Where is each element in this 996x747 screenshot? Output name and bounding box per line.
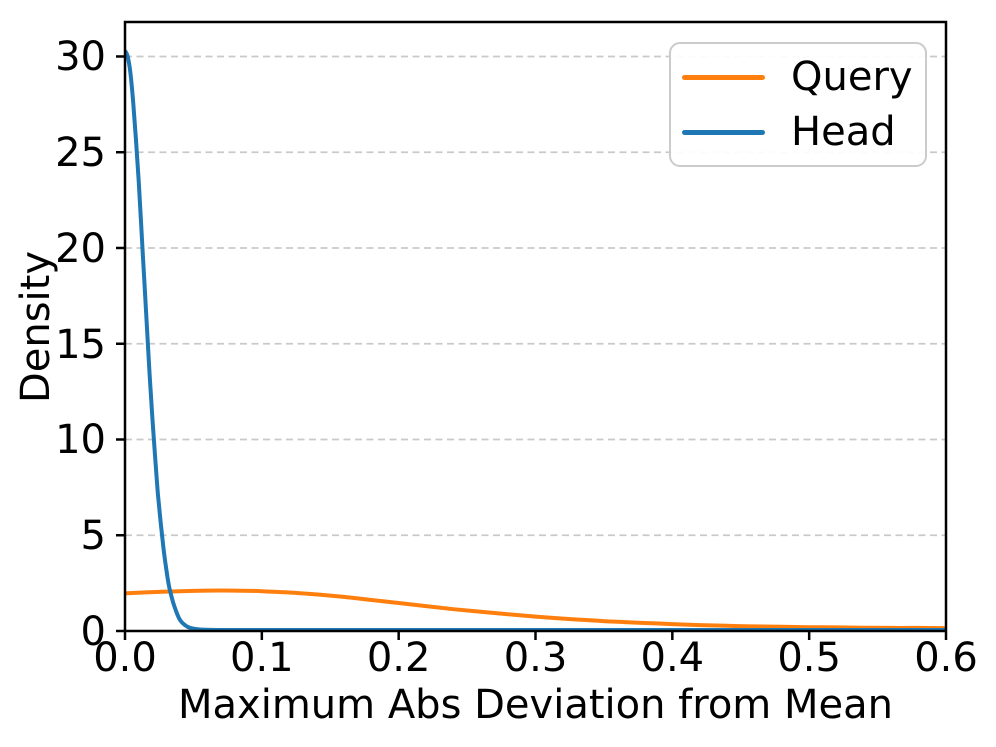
y-tick-label-25: 25 bbox=[55, 130, 106, 177]
x-axis-title: Maximum Abs Deviation from Mean bbox=[178, 682, 893, 728]
head-line-swatch bbox=[682, 129, 765, 135]
y-tick-label-20: 20 bbox=[55, 225, 106, 272]
y-tick-label-30: 30 bbox=[55, 34, 106, 81]
x-tick-label-0.4: 0.4 bbox=[640, 635, 705, 681]
legend: Query Head bbox=[669, 42, 927, 167]
y-tick-label-5: 5 bbox=[80, 513, 106, 560]
x-tick-label-0.0: 0.0 bbox=[93, 635, 157, 681]
legend-label-head: Head bbox=[791, 109, 896, 155]
series-line-query bbox=[125, 588, 946, 631]
legend-item-head: Head bbox=[682, 111, 925, 153]
x-tick-label-0.3: 0.3 bbox=[503, 635, 568, 681]
y-tick-label-0: 0 bbox=[80, 609, 106, 655]
y-axis-title: Density bbox=[13, 250, 59, 404]
x-tick-label-0.2: 0.2 bbox=[366, 635, 431, 681]
x-tick-label-0.6: 0.6 bbox=[914, 635, 978, 681]
legend-label-query: Query bbox=[791, 54, 913, 100]
query-line-swatch bbox=[682, 74, 765, 80]
x-tick-label-0.1: 0.1 bbox=[230, 635, 294, 681]
axes-spines bbox=[123, 20, 948, 633]
y-tick-label-10: 10 bbox=[55, 417, 106, 464]
y-tick-label-15: 15 bbox=[55, 321, 106, 368]
x-tick-label-0.5: 0.5 bbox=[777, 635, 841, 681]
legend-item-query: Query bbox=[682, 56, 925, 98]
